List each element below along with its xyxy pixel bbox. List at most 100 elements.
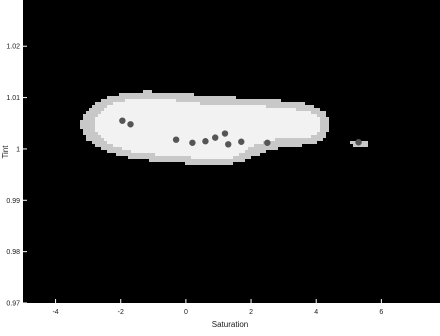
density-cell — [287, 120, 290, 123]
density-cell — [188, 132, 191, 135]
density-cell — [128, 108, 131, 111]
density-cell — [227, 162, 230, 165]
density-cell — [113, 111, 116, 114]
density-cell — [242, 111, 245, 114]
density-cell — [107, 141, 110, 144]
density-cell — [305, 105, 308, 108]
density-cell — [248, 126, 251, 129]
density-cell — [287, 141, 290, 144]
density-cell — [116, 138, 119, 141]
density-cell — [263, 126, 266, 129]
density-cell — [155, 135, 158, 138]
density-cell — [218, 96, 221, 99]
density-cell — [221, 99, 224, 102]
density-cell — [230, 156, 233, 159]
density-cell — [98, 114, 101, 117]
density-cell — [233, 108, 236, 111]
density-cell — [233, 96, 236, 99]
density-cell — [173, 99, 176, 102]
density-cell — [185, 108, 188, 111]
density-cell — [203, 111, 206, 114]
density-cell — [230, 138, 233, 141]
density-cell — [167, 102, 170, 105]
density-cell — [215, 144, 218, 147]
density-cell — [113, 126, 116, 129]
density-cell — [149, 117, 152, 120]
density-cell — [305, 123, 308, 126]
density-cell — [164, 159, 167, 162]
density-cell — [284, 129, 287, 132]
density-cell — [167, 141, 170, 144]
density-cell — [224, 117, 227, 120]
density-cell — [122, 96, 125, 99]
density-cell — [236, 153, 239, 156]
density-cell — [182, 141, 185, 144]
density-cell — [248, 150, 251, 153]
density-cell — [209, 111, 212, 114]
density-cell — [116, 114, 119, 117]
density-cell — [209, 147, 212, 150]
density-cell — [215, 162, 218, 165]
density-cell — [182, 114, 185, 117]
density-cell — [257, 141, 260, 144]
density-cell — [170, 102, 173, 105]
density-cell — [215, 126, 218, 129]
density-cell — [191, 102, 194, 105]
density-cell — [161, 117, 164, 120]
density-cell — [209, 156, 212, 159]
density-cell — [155, 126, 158, 129]
density-cell — [143, 102, 146, 105]
density-cell — [110, 147, 113, 150]
density-cell — [155, 120, 158, 123]
density-cell — [266, 138, 269, 141]
density-cell — [113, 132, 116, 135]
density-cell — [305, 135, 308, 138]
density-cell — [218, 126, 221, 129]
density-cell — [95, 120, 98, 123]
density-cell — [152, 105, 155, 108]
density-cell — [155, 132, 158, 135]
density-cell — [275, 111, 278, 114]
density-cell — [149, 93, 152, 96]
density-cell — [197, 144, 200, 147]
density-cell — [314, 141, 317, 144]
density-cell — [296, 144, 299, 147]
density-cell — [161, 141, 164, 144]
density-cell — [311, 135, 314, 138]
density-cell — [146, 138, 149, 141]
density-cell — [107, 108, 110, 111]
density-cell — [125, 129, 128, 132]
density-cell — [296, 129, 299, 132]
dense-spot — [225, 141, 232, 148]
density-cell — [317, 132, 320, 135]
density-cell — [206, 129, 209, 132]
density-cell — [185, 138, 188, 141]
density-cell — [131, 114, 134, 117]
density-cell — [233, 123, 236, 126]
density-cell — [152, 123, 155, 126]
density-cell — [149, 135, 152, 138]
density-cell — [308, 120, 311, 123]
density-cell — [107, 135, 110, 138]
density-cell — [197, 162, 200, 165]
density-cell — [110, 117, 113, 120]
density-cell — [200, 156, 203, 159]
density-cell — [215, 108, 218, 111]
density-cell — [185, 105, 188, 108]
density-cell — [149, 111, 152, 114]
density-cell — [146, 156, 149, 159]
density-cell — [206, 135, 209, 138]
density-cell — [209, 117, 212, 120]
density-cell — [320, 138, 323, 141]
density-cell — [128, 150, 131, 153]
density-cell — [161, 102, 164, 105]
density-cell — [182, 93, 185, 96]
density-cell — [164, 153, 167, 156]
density-cell — [212, 126, 215, 129]
density-cell — [230, 111, 233, 114]
density-cell — [278, 108, 281, 111]
density-cell — [173, 126, 176, 129]
density-cell — [158, 102, 161, 105]
density-cell — [170, 111, 173, 114]
density-cell — [176, 159, 179, 162]
